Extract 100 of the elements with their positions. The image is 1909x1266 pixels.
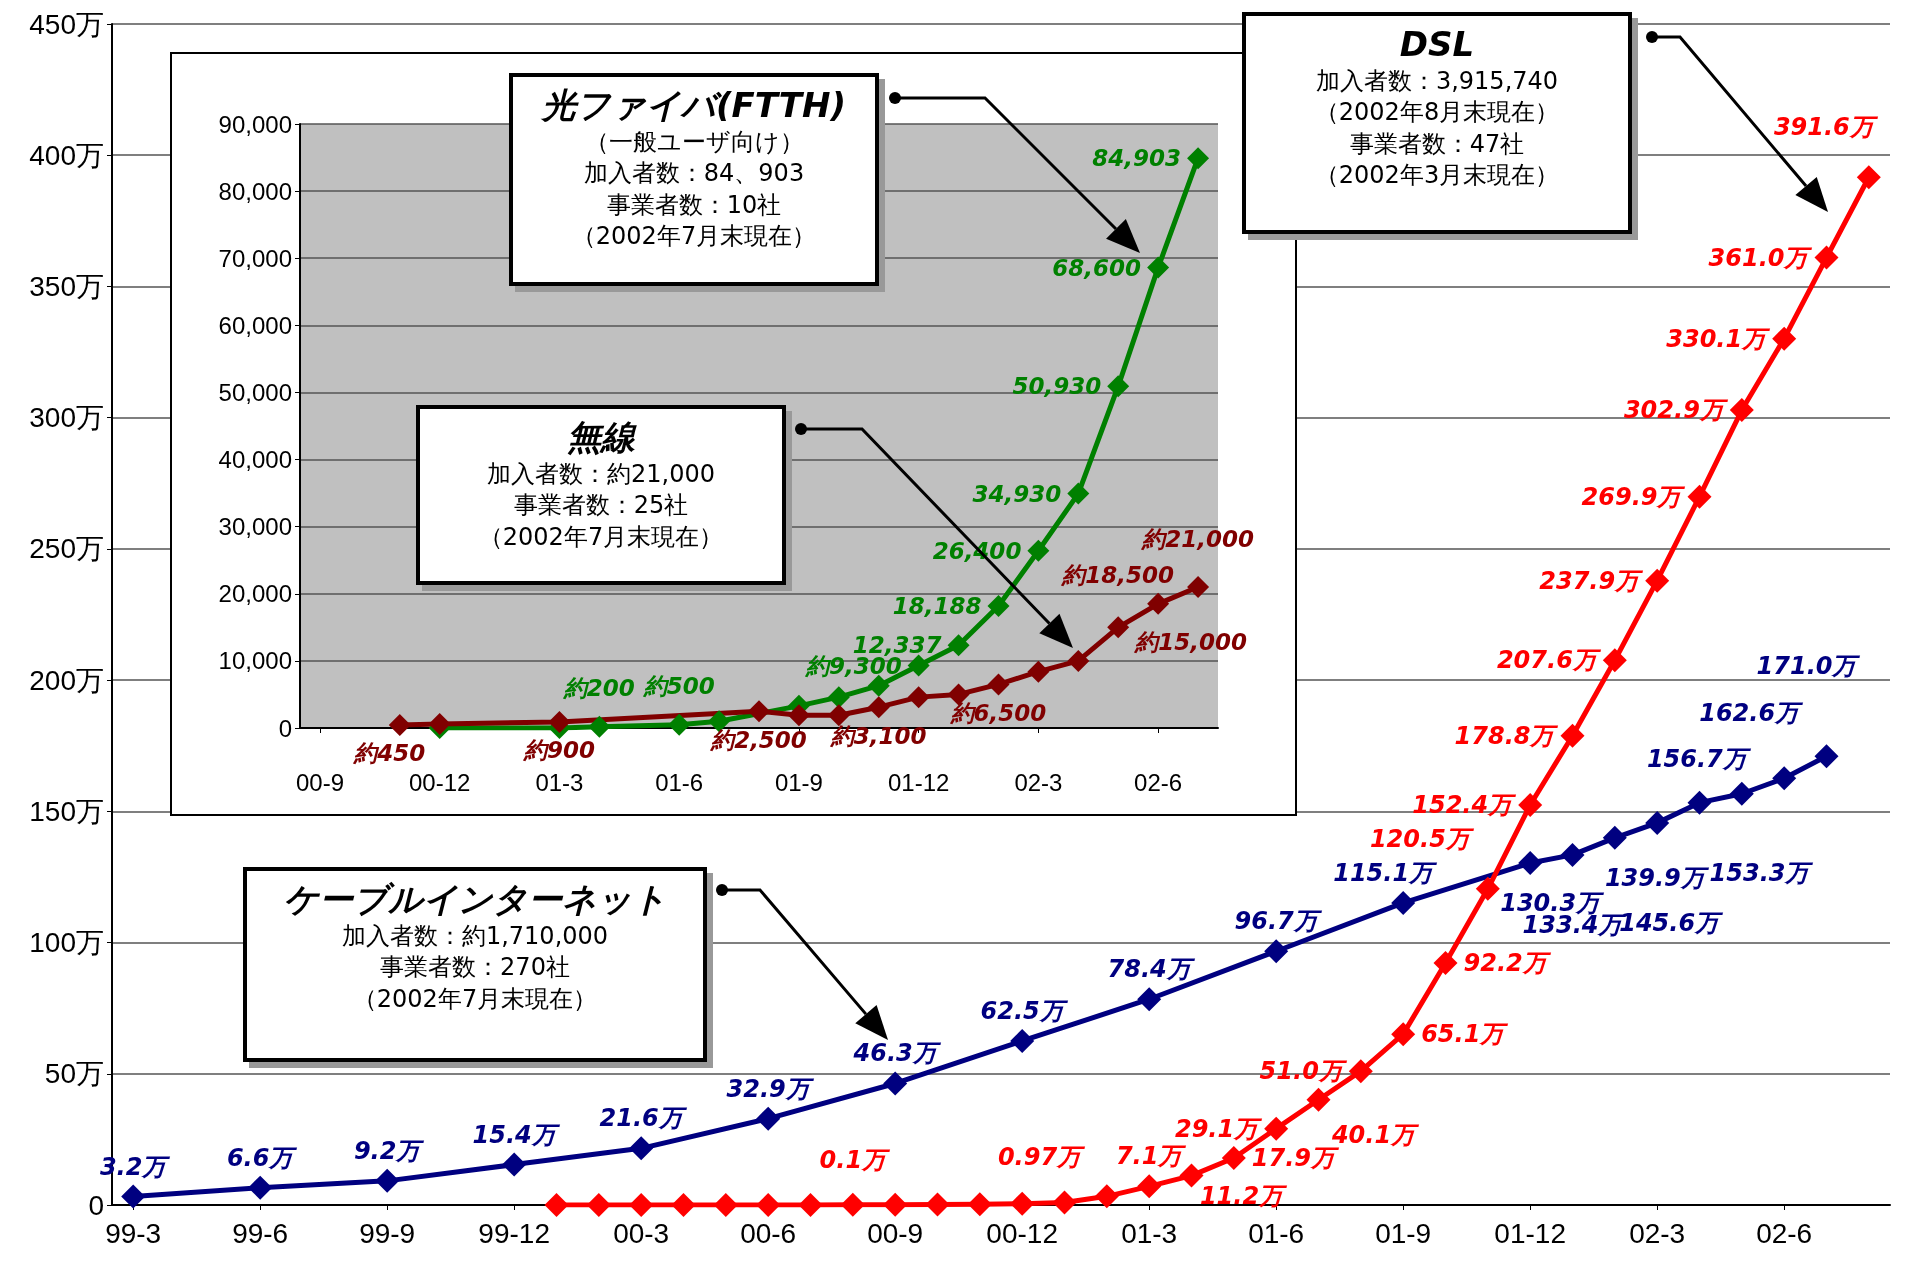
- point: [1264, 1116, 1289, 1141]
- data-label: 162.6万: [1699, 699, 1805, 728]
- x-tick-label: 01-12: [887, 768, 950, 796]
- data-label: 29.1万: [1174, 1114, 1264, 1143]
- x-tick-label: 01-6: [655, 768, 704, 796]
- point: [1348, 1059, 1373, 1084]
- x-tick-label: 99-9: [359, 1217, 416, 1249]
- point: [1187, 576, 1210, 599]
- point: [629, 1136, 654, 1161]
- point: [1687, 790, 1712, 815]
- data-label: 51.0万: [1259, 1057, 1348, 1086]
- x-tick-label: 99-3: [105, 1217, 162, 1249]
- data-label: 17.9万: [1251, 1144, 1341, 1173]
- point: [1518, 793, 1543, 818]
- data-label: 6.6万: [226, 1143, 299, 1172]
- data-label: 15.4万: [472, 1120, 561, 1149]
- y-tick-label: 400万: [29, 139, 104, 171]
- y-tick-label: 40,000: [218, 446, 292, 474]
- y-tick-label: 300万: [29, 402, 104, 434]
- x-tick-label: 00-3: [613, 1217, 670, 1249]
- data-label: 約500: [641, 673, 715, 700]
- y-tick-label: 50万: [44, 1058, 104, 1090]
- annotation: （2002年7月末現在）: [477, 521, 725, 553]
- point: [1729, 398, 1754, 423]
- point: [1391, 1022, 1416, 1047]
- point: [1856, 165, 1881, 190]
- point: [1027, 660, 1050, 683]
- data-label: 330.1万: [1666, 324, 1772, 353]
- point: [502, 1152, 527, 1177]
- point: [1602, 648, 1627, 673]
- point: [883, 1192, 908, 1217]
- data-label: 361.0万: [1708, 243, 1814, 272]
- y-tick-label: 200万: [29, 664, 104, 696]
- data-label: 50,930: [1012, 373, 1102, 400]
- data-label: 18,188: [892, 592, 982, 619]
- point: [671, 1193, 696, 1217]
- point: [388, 713, 411, 736]
- annotation: 事業者数：10社: [605, 189, 783, 221]
- data-label: 約3,100: [828, 722, 927, 749]
- point: [1052, 1190, 1077, 1215]
- x-tick-label: 02-6: [1756, 1217, 1813, 1249]
- data-label: 68,600: [1052, 254, 1142, 281]
- annotation: 加入者数：84、903: [582, 158, 806, 190]
- x-tick-label: 99-6: [232, 1217, 289, 1249]
- data-label: 207.6万: [1496, 646, 1602, 675]
- y-tick-label: 450万: [29, 8, 104, 40]
- data-label: 115.1万: [1333, 858, 1439, 887]
- point: [840, 1192, 865, 1217]
- point: [1391, 890, 1416, 915]
- point: [428, 712, 451, 735]
- point: [1433, 951, 1458, 976]
- x-tick-label: 02-6: [1134, 768, 1183, 796]
- annotation: （一般ユーザ向け）: [583, 127, 805, 159]
- y-tick-label: 0: [278, 714, 292, 742]
- data-label: 78.4万: [1107, 955, 1196, 984]
- x-tick-label: 01-12: [1494, 1217, 1566, 1249]
- data-label: 391.6万: [1773, 113, 1879, 142]
- point: [1687, 484, 1712, 509]
- point: [1772, 326, 1797, 351]
- annotation: （2002年7月末現在）: [570, 220, 818, 252]
- x-tick-label: 01-3: [1121, 1217, 1178, 1249]
- point: [1137, 987, 1162, 1012]
- data-label: 139.9万: [1604, 863, 1710, 892]
- y-tick-label: 70,000: [218, 244, 292, 272]
- point: [1107, 616, 1130, 639]
- point: [1147, 256, 1170, 279]
- point: [987, 673, 1010, 696]
- point: [1560, 842, 1585, 867]
- point: [1560, 723, 1585, 748]
- data-label: 153.3万: [1709, 858, 1815, 887]
- point: [756, 1106, 781, 1131]
- point: [1518, 851, 1543, 876]
- data-label: 269.9万: [1581, 482, 1687, 511]
- point: [947, 634, 970, 657]
- point: [1772, 766, 1797, 791]
- point: [544, 1193, 569, 1217]
- annotation: ケーブルインターネット: [282, 878, 668, 921]
- point: [1010, 1028, 1035, 1053]
- data-label: 約15,000: [1133, 629, 1247, 656]
- annotation: 事業者数：47社: [1348, 128, 1526, 160]
- point: [1814, 744, 1839, 769]
- annotation: 加入者数：約21,000: [486, 459, 716, 491]
- annotation: 事業者数：270社: [379, 952, 571, 984]
- point: [1306, 1087, 1331, 1112]
- point: [1645, 568, 1670, 593]
- data-label: 65.1万: [1421, 1020, 1510, 1049]
- data-label: 237.9万: [1539, 566, 1645, 595]
- y-tick-label: 10,000: [218, 647, 292, 675]
- data-label: 96.7万: [1234, 907, 1323, 936]
- data-label: 156.7万: [1646, 744, 1752, 773]
- data-label: 9.2万: [353, 1136, 426, 1165]
- point: [967, 1192, 992, 1217]
- data-label: 152.4万: [1412, 791, 1518, 820]
- y-tick-label: 100万: [29, 927, 104, 959]
- point: [248, 1175, 273, 1200]
- data-label: 0.97万: [997, 1143, 1087, 1172]
- annotation: 加入者数：3,915,740: [1314, 66, 1560, 98]
- y-tick-label: 30,000: [218, 513, 292, 541]
- point: [827, 686, 850, 709]
- point: [1814, 245, 1839, 270]
